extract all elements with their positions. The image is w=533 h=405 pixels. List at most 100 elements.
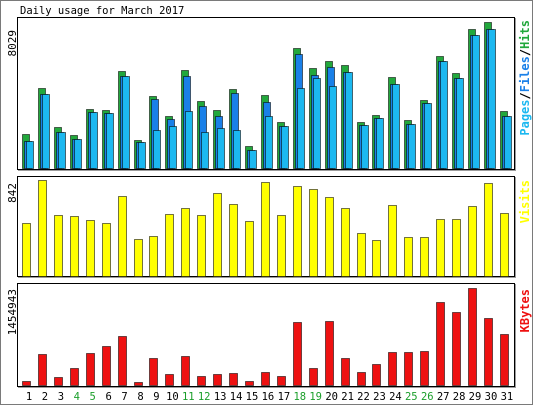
pages-bar-day-17: [281, 126, 289, 169]
visits-bar-day-29: [468, 206, 477, 277]
kbytes-bar-day-8: [134, 382, 143, 386]
pages-bar-day-14: [233, 130, 241, 169]
visits-bar-day-14: [229, 204, 238, 277]
kbytes-bar-day-11: [181, 356, 190, 386]
visits-bar-day-8: [134, 239, 143, 277]
pages-bar-day-22: [361, 125, 369, 169]
pages-bar-day-6: [106, 113, 114, 169]
kbytes-bar-day-2: [38, 354, 47, 386]
kbytes-bar-day-7: [118, 336, 127, 386]
pages-bar-day-23: [376, 118, 384, 169]
pages-bar-day-4: [74, 139, 82, 169]
legend-hits: Hits: [518, 20, 532, 49]
pages-bar-day-24: [392, 84, 400, 169]
visits-legend: Visits: [518, 180, 532, 223]
visits-bar-day-2: [38, 180, 47, 277]
visits-bar-day-10: [165, 214, 174, 277]
pages-bar-day-28: [456, 78, 464, 169]
legend-files: Files: [518, 56, 532, 92]
kbytes-bar-day-6: [102, 346, 111, 386]
pages-bar-day-16: [265, 116, 273, 169]
pages-bar-day-30: [488, 29, 496, 169]
x-tick-label: 6: [106, 391, 112, 403]
x-tick-label: 24: [389, 391, 402, 403]
x-tick-label: 23: [373, 391, 386, 403]
pages-bar-day-13: [217, 128, 225, 169]
kbytes-panel: 1454943 KBytes: [6, 283, 532, 388]
hits-files-pages-legend: Pages/Files/Hits: [518, 20, 532, 136]
kbytes-bar-day-3: [54, 377, 63, 386]
pages-bar-day-27: [440, 61, 448, 169]
x-tick-label: 22: [357, 391, 370, 403]
kbytes-bar-day-29: [468, 288, 477, 386]
kbytes-bar-day-24: [388, 352, 397, 386]
visits-bar-day-17: [277, 215, 286, 277]
kbytes-bar-day-14: [229, 373, 238, 386]
kbytes-bar-day-4: [70, 368, 79, 386]
x-tick-label: 28: [453, 391, 466, 403]
pages-bar-day-10: [169, 126, 177, 169]
x-tick-label: 21: [341, 391, 354, 403]
legend-kbytes: KBytes: [518, 289, 532, 332]
visits-bar-day-31: [500, 213, 509, 277]
pages-bar-day-19: [313, 78, 321, 169]
x-tick-label: 1: [26, 391, 32, 403]
x-tick-label: 25: [405, 391, 418, 403]
hits-files-pages-panel: 8029 Pages/Files/Hits: [6, 17, 532, 171]
kbytes-bar-day-28: [452, 312, 461, 386]
pages-bar-day-7: [122, 76, 130, 169]
x-tick-label: 3: [58, 391, 64, 403]
x-tick-label: 13: [214, 391, 227, 403]
legend-visits: Visits: [518, 180, 532, 223]
x-tick-label: 26: [421, 391, 434, 403]
kbytes-bar-day-9: [149, 358, 158, 386]
pages-bar-day-8: [138, 142, 146, 169]
visits-bar-day-15: [245, 221, 254, 277]
pages-bar-day-11: [185, 111, 193, 169]
pages-bar-day-1: [26, 141, 34, 169]
visits-bar-day-3: [54, 215, 63, 277]
visits-bar-day-16: [261, 182, 270, 277]
hits-max-label: 8029: [6, 30, 19, 57]
hits-files-pages-bars: [22, 22, 512, 169]
visits-bar-day-21: [341, 208, 350, 277]
visits-bar-day-22: [357, 233, 366, 277]
pages-bar-day-29: [472, 35, 480, 169]
pages-bar-day-3: [58, 132, 66, 169]
x-tick-label: 2: [42, 391, 48, 403]
x-tick-label: 29: [469, 391, 482, 403]
kbytes-bar-day-12: [197, 376, 206, 386]
kbytes-max-label: 1454943: [6, 289, 19, 335]
visits-bar-day-26: [420, 237, 429, 277]
visits-bar-day-23: [372, 240, 381, 277]
x-tick-label: 8: [137, 391, 143, 403]
kbytes-bar-day-25: [404, 352, 413, 386]
kbytes-bar-day-16: [261, 372, 270, 386]
visits-bar-day-4: [70, 216, 79, 277]
visits-bar-day-1: [22, 223, 31, 277]
x-tick-label: 17: [278, 391, 291, 403]
x-tick-label: 19: [309, 391, 322, 403]
visits-bars: [22, 180, 509, 277]
x-tick-label: 31: [501, 391, 514, 403]
panel-box: [17, 283, 515, 387]
pages-bar-day-31: [504, 116, 512, 169]
pages-bar-day-20: [329, 86, 337, 169]
kbytes-bar-day-30: [484, 318, 493, 386]
x-tick-label: 5: [90, 391, 96, 403]
x-tick-label: 27: [437, 391, 450, 403]
visits-max-label: 842: [6, 183, 19, 203]
visits-bar-day-7: [118, 196, 127, 277]
kbytes-bar-day-27: [436, 302, 445, 386]
visits-panel: 842 Visits: [6, 176, 532, 278]
pages-bar-day-12: [201, 132, 209, 169]
x-tick-label: 4: [74, 391, 80, 403]
x-tick-label: 12: [198, 391, 211, 403]
x-tick-label: 7: [121, 391, 127, 403]
pages-bar-day-18: [297, 88, 305, 169]
x-tick-label: 20: [325, 391, 338, 403]
kbytes-bar-day-21: [341, 358, 350, 386]
pages-bar-day-2: [42, 94, 50, 169]
legend-separator: /: [518, 49, 532, 56]
